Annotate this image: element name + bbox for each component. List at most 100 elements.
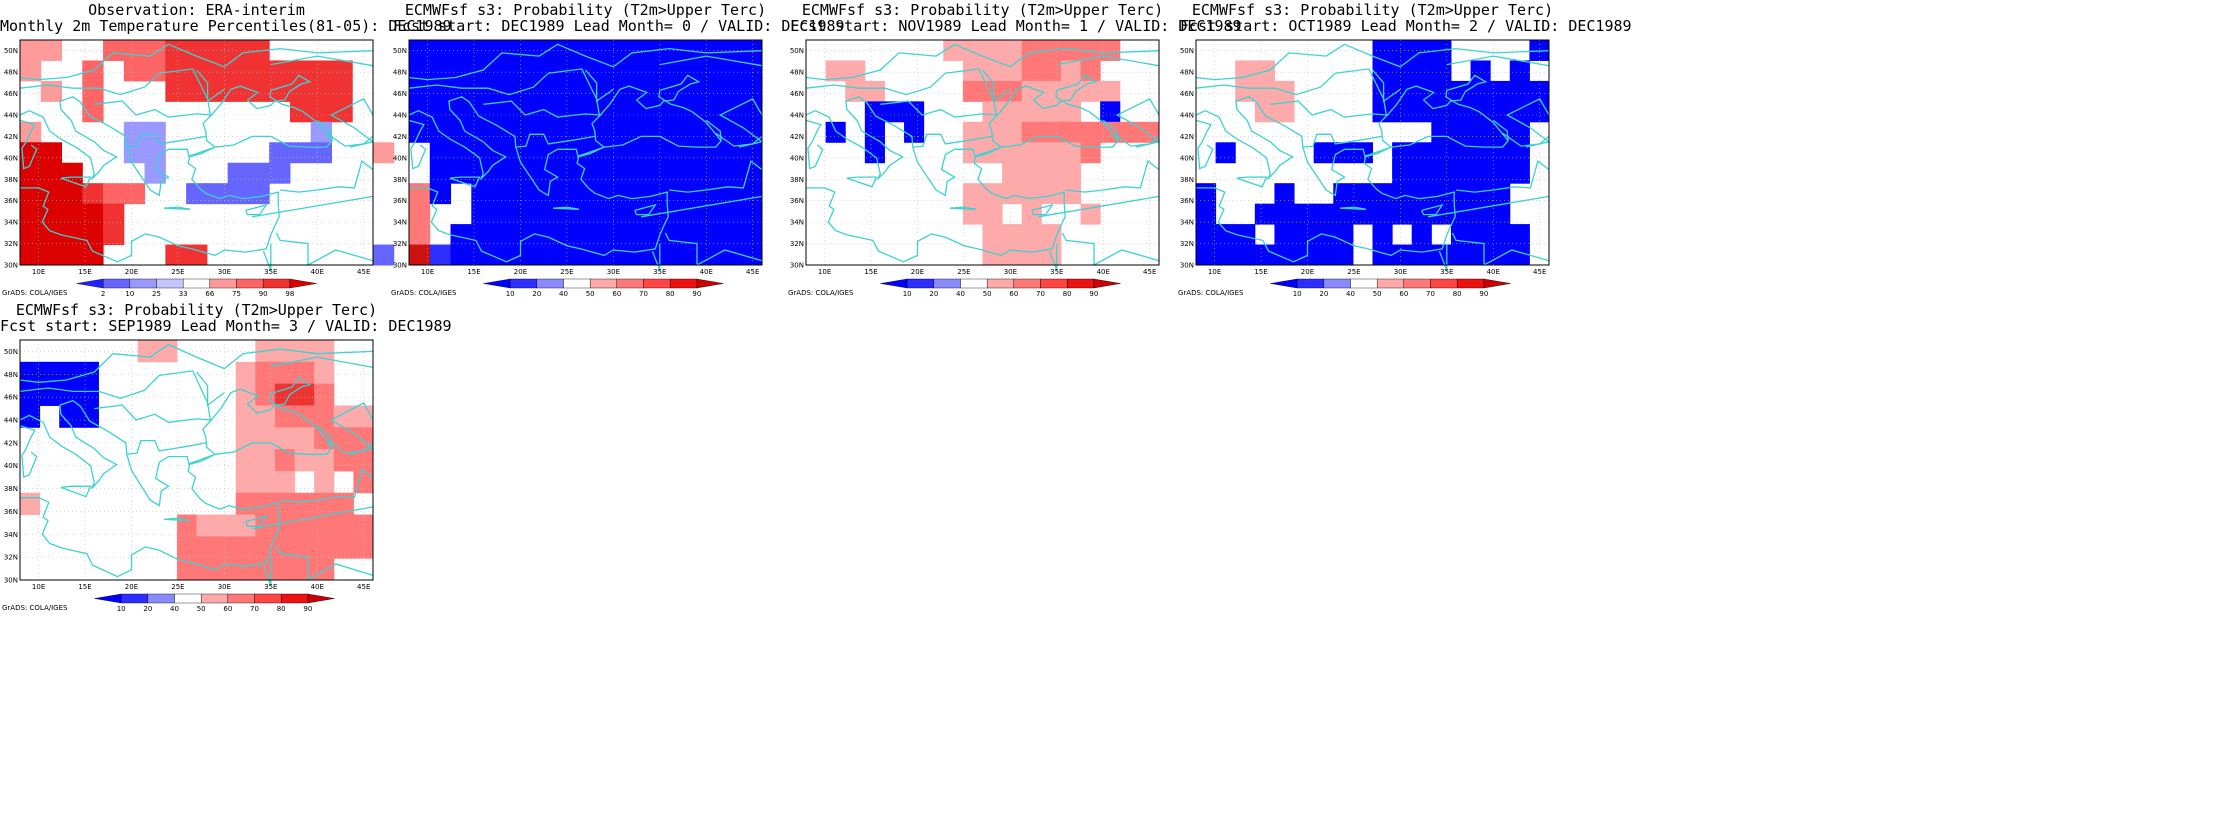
shaded-cell (39, 383, 60, 406)
lat-tick-label: 50N (4, 348, 18, 356)
coastline (163, 517, 191, 522)
colorbar-segment (563, 278, 591, 289)
colorbar-label: 80 (1453, 290, 1462, 298)
colorbar-label: 90 (303, 605, 312, 613)
map-svg: 30N 32N 34N 36N 38N 40N 42N 44N 46N 48N 50N 10E 15E 2… (4, 39, 395, 298)
colorbar-segment (986, 278, 1015, 289)
coastline (1339, 206, 1367, 210)
shaded-cell (255, 470, 276, 494)
colorbar-segment (1013, 278, 1041, 289)
shaded-cell (699, 60, 721, 82)
colorbar-segment (1403, 278, 1431, 289)
coastline (326, 438, 374, 454)
panel-title-line: ECMWFsf s3: Probability (T2m>Upper Terc) (404, 1, 767, 19)
lat-tick-label: 36N (4, 508, 18, 516)
shaded-cell (310, 121, 332, 143)
lon-tick-label: 20E (125, 268, 138, 276)
shaded-cell (1431, 183, 1452, 205)
shaded-cell (1333, 142, 1354, 164)
shaded-cell (962, 203, 983, 225)
lon-tick-label: 25E (171, 268, 184, 276)
shaded-cell (1392, 80, 1413, 102)
shaded-cell (269, 60, 291, 82)
panel-title-line: ECMWFsf s3: Probability (T2m>Upper Terc) (15, 301, 378, 319)
coastline (326, 132, 374, 147)
shaded-cell (429, 40, 452, 61)
shaded-cell (274, 470, 296, 494)
lat-tick-label: 32N (4, 554, 18, 562)
lat-tick-label: 32N (1180, 240, 1194, 248)
colorbar-segment (1066, 278, 1095, 289)
shaded-cell (1060, 183, 1082, 205)
colorbar-segment (1323, 278, 1351, 289)
lon-tick-label: 40E (311, 583, 324, 591)
shaded-cell (227, 80, 249, 102)
colorbar-label: 60 (1399, 290, 1408, 298)
lat-tick-label: 30N (393, 262, 407, 270)
colorbar-label: 20 (532, 290, 541, 298)
shaded-cell (982, 244, 1003, 266)
shaded-cell (409, 203, 431, 225)
shaded-cell (658, 183, 680, 205)
shaded-cell (637, 60, 659, 82)
shaded-cell (20, 224, 42, 246)
lat-tick-label: 44N (393, 112, 407, 120)
shaded-cell (595, 244, 618, 266)
shaded-cell (741, 244, 763, 266)
lat-tick-label: 38N (4, 485, 18, 493)
colorbar-segment (696, 278, 724, 289)
shaded-cell (82, 101, 104, 123)
shaded-cell (1002, 224, 1023, 246)
shaded-cell (1313, 203, 1334, 225)
lat-tick-label: 50N (4, 47, 18, 55)
panel-title-line: Fcst start: NOV1989 Lead Month= 1 / VALI… (790, 17, 1242, 35)
colorbar-label: 25 (152, 290, 161, 298)
colorbar-label: 90 (1089, 290, 1098, 298)
shaded-cell (678, 60, 701, 82)
map-panel-lead2: ECMWFsf s3: Probability (T2m>Upper Terc)… (1178, 0, 1632, 310)
shaded-cell (255, 449, 276, 472)
shaded-cell (1450, 121, 1472, 143)
coastline (1066, 160, 1160, 193)
colorbar-segment (209, 278, 237, 289)
lon-tick-label: 40E (1487, 268, 1500, 276)
coastline (19, 74, 333, 256)
shaded-cell (186, 80, 208, 102)
shaded-cell (450, 162, 472, 184)
shaded-cell (1509, 80, 1530, 102)
colorbar-segment (129, 278, 157, 289)
colorbar-label: 80 (277, 605, 286, 613)
shaded-cell (1041, 121, 1062, 143)
shaded-cell (176, 514, 197, 537)
coastline (1236, 176, 1268, 188)
map-frame (1195, 39, 1550, 266)
map-frame (408, 39, 763, 266)
lat-tick-label: 48N (790, 69, 804, 77)
shaded-cell (248, 60, 270, 82)
shaded-cell (554, 244, 576, 266)
shaded-cell (595, 121, 618, 143)
coastline (715, 132, 763, 147)
shaded-cell (1352, 142, 1373, 164)
coastline (805, 68, 998, 116)
shaded-cell (1392, 183, 1413, 205)
shaded-cell (554, 162, 576, 184)
shaded-cell (216, 536, 237, 559)
lat-tick-label: 30N (4, 577, 18, 585)
shaded-cell (409, 244, 431, 266)
coastline (196, 69, 225, 103)
shaded-cell (40, 142, 63, 164)
shaded-cell (103, 183, 125, 205)
colorbar-segment (1270, 278, 1298, 289)
shaded-cell (196, 536, 217, 559)
shaded-cell (982, 60, 1003, 82)
shaded-cell (699, 121, 721, 143)
shaded-cell (61, 183, 83, 205)
shaded-cell (982, 80, 1003, 102)
shaded-cell (1352, 183, 1373, 205)
map-panel-lead0: ECMWFsf s3: Probability (T2m>Upper Terc)… (391, 0, 845, 310)
shaded-cell (678, 183, 701, 205)
lon-tick-label: 30E (218, 268, 231, 276)
shaded-cell (289, 60, 312, 82)
shaded-cell (274, 361, 296, 385)
